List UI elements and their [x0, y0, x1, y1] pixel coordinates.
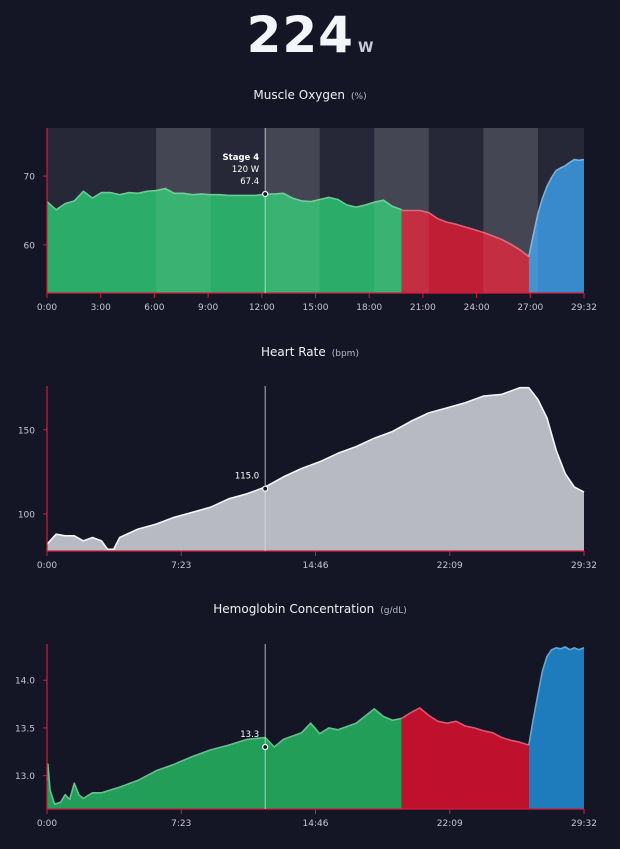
stage-band-overlay: [156, 128, 211, 293]
power-unit: W: [357, 40, 374, 56]
x-tick-label: 0:00: [37, 561, 57, 571]
y-tick-label: 60: [24, 241, 36, 251]
area-gray: [47, 387, 584, 551]
chart-title-text: Muscle Oxygen: [253, 88, 345, 102]
marker-label: 13.3: [240, 730, 259, 740]
x-tick-label: 29:32: [571, 561, 597, 571]
area-green: [47, 708, 402, 809]
stage-band-overlay: [374, 128, 429, 293]
area-red: [401, 210, 529, 293]
x-tick-label: 0:00: [37, 819, 57, 829]
x-tick-label: 22:09: [437, 819, 463, 829]
x-tick-label: 22:09: [437, 561, 463, 571]
marker-label: 120 W: [232, 165, 260, 175]
line-green: [46, 708, 402, 805]
x-tick-label: 3:00: [91, 303, 111, 313]
area-blue: [528, 159, 584, 293]
x-tick-label: 21:00: [410, 303, 436, 313]
marker-label: 67.4: [240, 177, 259, 187]
x-tick-label: 14:46: [303, 819, 329, 829]
chart-title-heart-rate: Heart Rate (bpm): [0, 345, 620, 359]
x-tick-label: 18:00: [356, 303, 382, 313]
muscle-oxygen-chart: 60 70 0:00 3:00 6:00 9:00 12:00 15:00 18:00 21:00…: [24, 128, 597, 313]
area-green: [47, 188, 402, 293]
x-tick-label: 7:23: [171, 819, 191, 829]
heart-rate-chart: 100 150 0:00 7:23 14:46 22:09 29:32 115.0: [18, 386, 597, 571]
y-tick-label: 150: [18, 426, 35, 436]
line-gray: [46, 386, 585, 551]
stage-band-overlay: [483, 128, 538, 293]
marker-point: [262, 485, 269, 492]
line-blue: [528, 646, 585, 746]
x-tick-label: 24:00: [464, 303, 490, 313]
line-red: [401, 707, 530, 746]
stage-band-overlay: [265, 128, 320, 293]
marker-label: 115.0: [235, 472, 259, 482]
x-tick-label: 6:00: [144, 303, 164, 313]
x-tick-label: 14:46: [303, 561, 329, 571]
marker-point: [262, 190, 269, 198]
chart-title-muscle-oxygen: Muscle Oxygen (%): [0, 88, 620, 102]
y-tick-label: 13.5: [15, 724, 35, 734]
chart-unit: (%): [351, 92, 367, 102]
x-tick-label: 27:00: [517, 303, 543, 313]
x-tick-label: 15:00: [303, 303, 329, 313]
x-tick-label: 7:23: [171, 561, 191, 571]
line-red: [401, 209, 530, 258]
y-tick-label: 13.0: [15, 772, 35, 782]
x-tick-label: 12:00: [249, 303, 275, 313]
chart-unit: (g/dL): [380, 606, 407, 616]
chart-title-text: Hemoglobin Concentration: [213, 602, 375, 616]
x-tick-label: 29:32: [571, 819, 597, 829]
chart-unit: (bpm): [331, 349, 359, 359]
x-tick-label: 29:32: [571, 303, 597, 313]
area-red: [401, 707, 529, 809]
area-blue: [528, 646, 584, 809]
marker-point: [262, 743, 269, 751]
x-tick-label: 0:00: [37, 303, 57, 313]
hemoglobin-chart: 13.0 13.5 14.0 0:00 7:23 14:46 22:09 29:32 13.3: [15, 644, 597, 829]
y-tick-label: 70: [24, 173, 36, 183]
y-tick-label: 100: [18, 510, 35, 520]
line-blue: [528, 158, 585, 257]
line-green: [46, 187, 402, 211]
y-tick-label: 14.0: [15, 677, 35, 687]
chart-title-hemoglobin: Hemoglobin Concentration (g/dL): [0, 602, 620, 616]
x-tick-label: 9:00: [198, 303, 218, 313]
power-readout: 224 W: [0, 6, 620, 66]
power-value: 224: [246, 6, 354, 64]
marker-label: Stage 4: [223, 153, 260, 163]
chart-title-text: Heart Rate: [261, 345, 326, 359]
